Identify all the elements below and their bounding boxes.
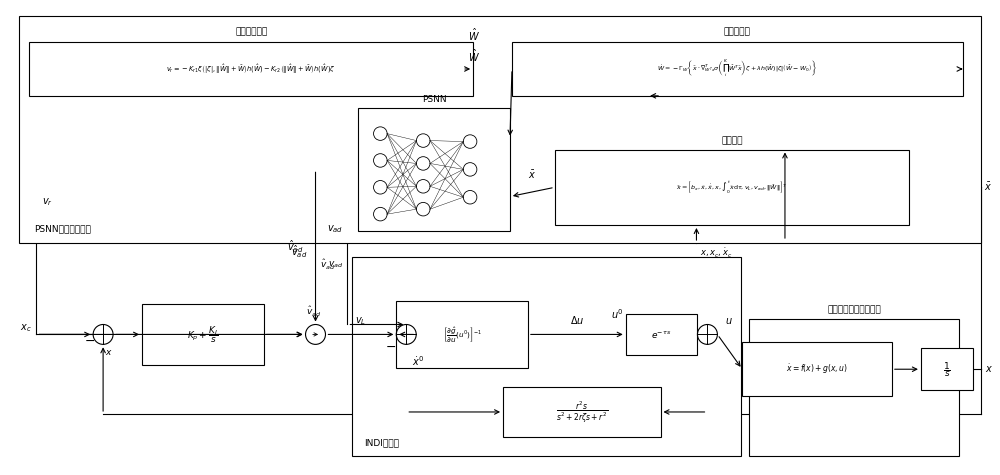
FancyBboxPatch shape [555, 150, 909, 225]
FancyBboxPatch shape [29, 42, 473, 96]
Text: $v_{ad}$: $v_{ad}$ [328, 260, 343, 270]
Text: 鲁棒自适应项: 鲁棒自适应项 [235, 27, 267, 36]
Text: $\dot{W}=-\Gamma_W\left\{\bar{x}\cdot\nabla^T_{W^T x}\sigma\left(\prod_i^K\hat{W: $\dot{W}=-\Gamma_W\left\{\bar{x}\cdot\na… [657, 59, 818, 79]
Text: $v_{ad}$: $v_{ad}$ [327, 223, 344, 235]
Text: PSNN自适应控制器: PSNN自适应控制器 [34, 224, 91, 233]
Text: $u$: $u$ [725, 316, 733, 326]
Text: $\dfrac{r^2 s}{s^2+2r\zeta s+r^2}$: $\dfrac{r^2 s}{s^2+2r\zeta s+r^2}$ [556, 399, 608, 425]
Text: $x,x_c,\dot{x}_c$: $x,x_c,\dot{x}_c$ [700, 247, 733, 260]
Text: $u^0$: $u^0$ [611, 307, 624, 321]
Text: $\left[\dfrac{\partial\hat{g}}{\partial u}\left(u^0\right)\right]^{-1}$: $\left[\dfrac{\partial\hat{g}}{\partial … [443, 325, 482, 344]
Text: $v_L$: $v_L$ [355, 316, 366, 327]
FancyBboxPatch shape [358, 108, 510, 231]
Text: $-$: $-$ [385, 340, 396, 353]
Text: $\dot{x}=f(x)+g(x,u)$: $\dot{x}=f(x)+g(x,u)$ [786, 362, 848, 376]
Text: $\hat{v}_{ad}$: $\hat{v}_{ad}$ [287, 239, 304, 255]
FancyBboxPatch shape [626, 314, 697, 355]
Text: PSNN: PSNN [422, 95, 446, 104]
Text: $\dfrac{1}{s}$: $\dfrac{1}{s}$ [943, 360, 951, 379]
Text: INDI控制器: INDI控制器 [364, 439, 399, 448]
Text: $x$: $x$ [985, 364, 993, 374]
FancyBboxPatch shape [742, 342, 892, 396]
Text: 网络输入: 网络输入 [721, 136, 743, 145]
Text: $\hat{W}$: $\hat{W}$ [468, 27, 480, 43]
Text: $\bar{x}=\left[b_x,\tilde{x},\dot{\tilde{x}},x,\int_0^t\tilde{x}\mathrm{d}\tau,v: $\bar{x}=\left[b_x,\tilde{x},\dot{\tilde… [676, 179, 787, 195]
Text: $v_r=-K_{r1}\xi\left(|\zeta|,\|\hat{W}\|+\bar{W}\right)h(\hat{W})-K_{r2}\left(\|: $v_r=-K_{r1}\xi\left(|\zeta|,\|\hat{W}\|… [166, 62, 336, 76]
FancyBboxPatch shape [503, 387, 661, 437]
FancyBboxPatch shape [352, 257, 741, 456]
FancyBboxPatch shape [142, 304, 264, 365]
FancyBboxPatch shape [921, 348, 973, 390]
FancyBboxPatch shape [749, 319, 959, 456]
FancyBboxPatch shape [396, 301, 528, 368]
Text: $\hat{v}_{ad}$: $\hat{v}_{ad}$ [306, 304, 321, 319]
Text: $-$: $-$ [84, 334, 95, 347]
Text: $\hat{v}_{ad}$: $\hat{v}_{ad}$ [291, 244, 308, 260]
Text: $\bar{x}$: $\bar{x}$ [984, 181, 992, 193]
Text: $\hat{W}$: $\hat{W}$ [468, 48, 480, 64]
Text: 复合直升机动力学模型: 复合直升机动力学模型 [827, 305, 881, 314]
Text: $\Delta u$: $\Delta u$ [570, 314, 584, 326]
Text: $x_c$: $x_c$ [20, 323, 31, 334]
Text: $x$: $x$ [105, 348, 113, 357]
FancyBboxPatch shape [19, 16, 981, 243]
Text: $e^{-\tau s}$: $e^{-\tau s}$ [651, 329, 672, 340]
Text: 权重更新律: 权重更新律 [724, 27, 751, 36]
Text: $\bar{x}$: $\bar{x}$ [528, 169, 536, 181]
Text: $v_r$: $v_r$ [42, 196, 53, 208]
Text: $\dot{x}^0$: $\dot{x}^0$ [412, 354, 424, 368]
FancyBboxPatch shape [512, 42, 963, 96]
Text: $K_p+\dfrac{K_I}{s}$: $K_p+\dfrac{K_I}{s}$ [187, 324, 218, 344]
Text: $\hat{v}_{ad}$: $\hat{v}_{ad}$ [320, 258, 335, 272]
